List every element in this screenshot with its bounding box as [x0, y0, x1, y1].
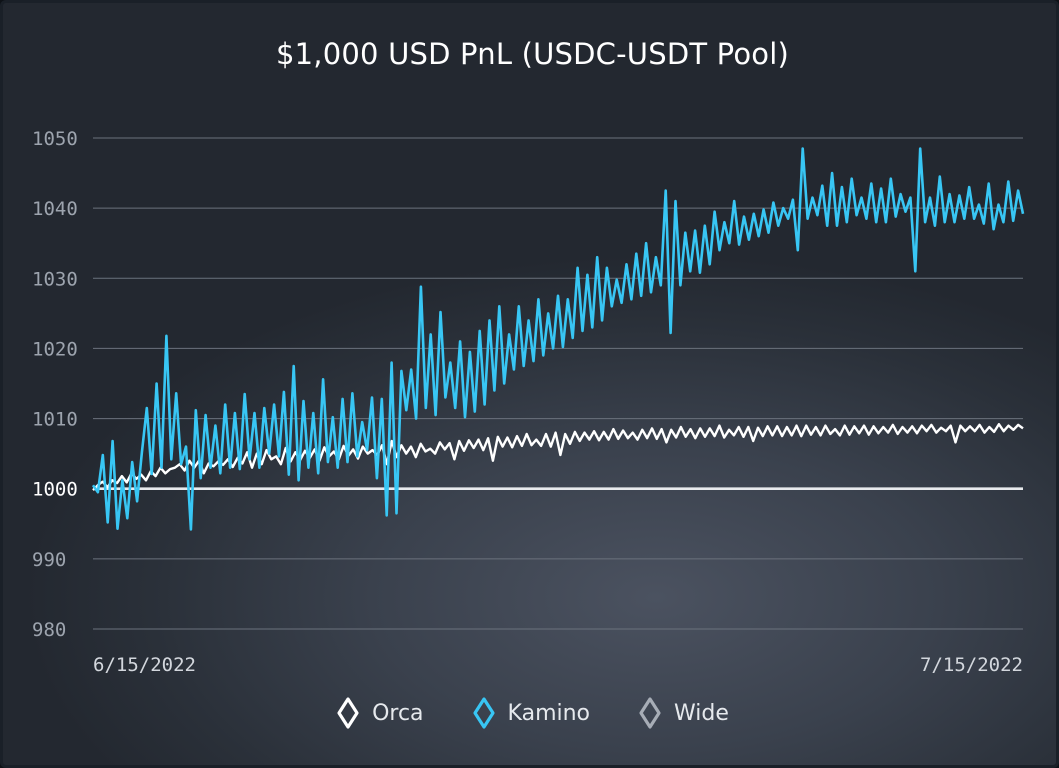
- legend-label-kamino: Kamino: [507, 700, 591, 726]
- legend-item-orca[interactable]: Orca: [336, 696, 424, 730]
- diamond-icon: [337, 697, 359, 729]
- legend-item-wide[interactable]: Wide: [638, 696, 729, 730]
- legend: Orca Kamino Wide: [3, 696, 1056, 730]
- series-layer: [91, 147, 1025, 531]
- y-tick-label: 1000: [32, 479, 78, 501]
- y-tick-label: 1050: [32, 128, 78, 150]
- legend-label-wide: Wide: [674, 700, 729, 726]
- y-tick-label: 1020: [32, 338, 78, 360]
- legend-item-kamino[interactable]: Kamino: [472, 696, 590, 730]
- series-line-kamino: [91, 147, 1025, 531]
- chart-title: $1,000 USD PnL (USDC-USDT Pool): [275, 37, 789, 71]
- y-tick-label: 990: [32, 549, 66, 571]
- diamond-icon: [472, 697, 495, 729]
- legend-label-orca: Orca: [372, 700, 424, 726]
- x-axis-ticks: 6/15/2022 7/15/2022: [93, 654, 1023, 676]
- diamond-icon: [639, 697, 661, 729]
- y-axis-ticks: 980 990 1000 1010 1020 1030 1040 1050: [32, 128, 78, 641]
- y-tick-label: 1040: [32, 198, 78, 220]
- x-tick-label-start: 6/15/2022: [93, 654, 196, 676]
- y-tick-label: 1010: [32, 409, 78, 431]
- x-tick-label-end: 7/15/2022: [920, 654, 1023, 676]
- plot-area: 980 990 1000 1010 1020 1030 1040 1050 6/15/2022…: [32, 128, 1025, 676]
- y-tick-label: 980: [32, 619, 66, 641]
- y-tick-label: 1030: [32, 268, 78, 290]
